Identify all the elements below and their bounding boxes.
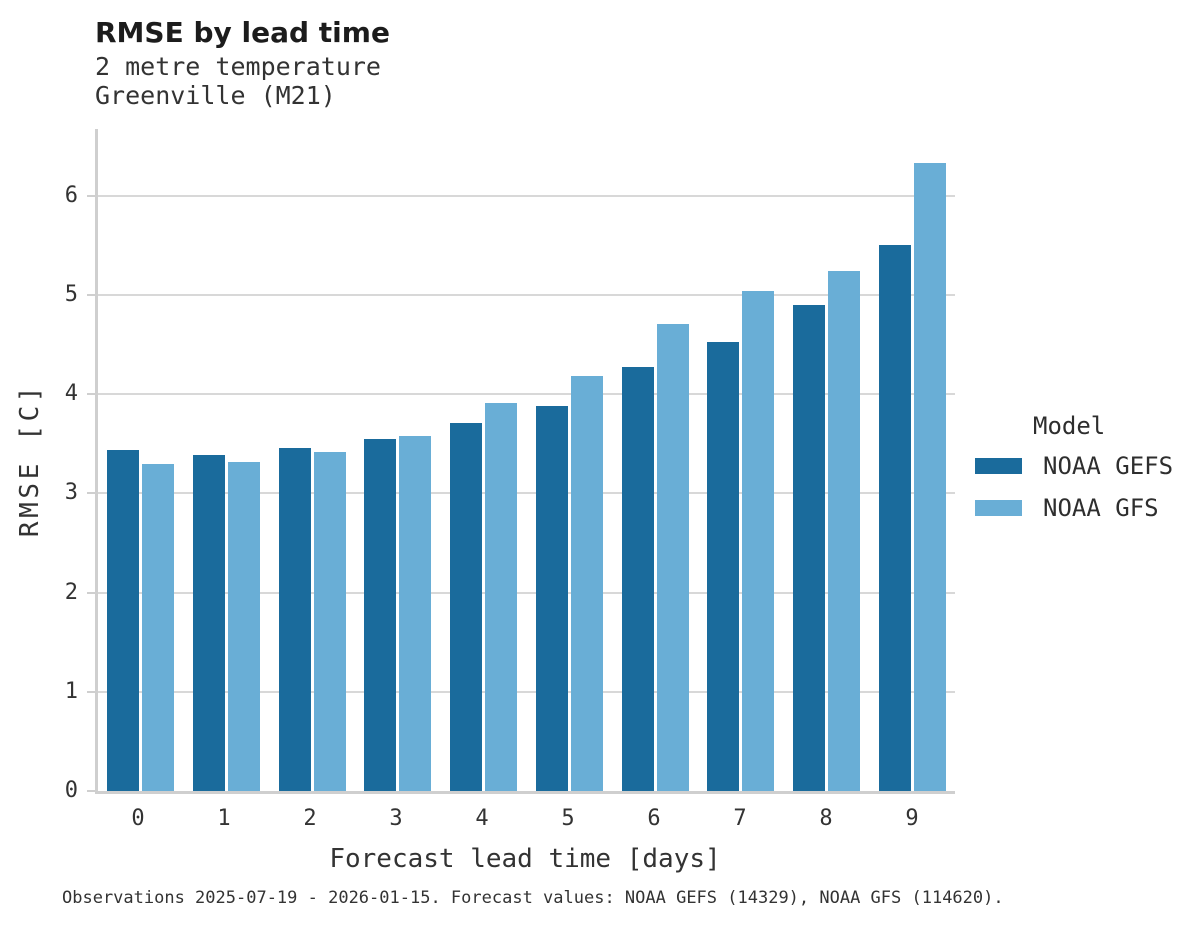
legend-label: NOAA GFS: [1043, 494, 1159, 522]
bar-noaa-gfs-lead-9: [913, 162, 946, 791]
bar-noaa-gfs-lead-8: [827, 270, 860, 791]
chart-subtitle-variable: 2 metre temperature: [95, 52, 381, 81]
bar-group-lead-4: [441, 129, 527, 791]
y-tick-label-0: 0: [64, 778, 78, 803]
bar-noaa-gefs-lead-9: [878, 245, 911, 791]
gridline-y-1: [98, 690, 955, 693]
bar-noaa-gefs-lead-2: [278, 447, 311, 791]
x-tick-label-7: 7: [733, 806, 747, 831]
legend-entry-noaa-gefs: NOAA GEFS: [975, 452, 1173, 480]
y-tick-label-1: 1: [64, 678, 78, 704]
gridline-y-5: [98, 293, 955, 296]
legend-swatch-icon: [975, 458, 1022, 474]
x-tick-label-5: 5: [561, 806, 575, 831]
y-tick-mark-6: [87, 194, 95, 197]
x-tick-label-2: 2: [303, 806, 317, 831]
bar-groups: [98, 129, 955, 791]
plot-area: [95, 129, 955, 794]
chart-subtitle-location: Greenville (M21): [95, 81, 336, 110]
x-tick-label-1: 1: [217, 806, 231, 831]
bar-noaa-gefs-lead-0: [107, 449, 140, 791]
x-axis-title: Forecast lead time [days]: [329, 844, 721, 874]
y-tick-mark-5: [87, 293, 95, 296]
chart-title: RMSE by lead time: [95, 16, 390, 49]
y-tick-mark-3: [87, 492, 95, 495]
x-tick-label-8: 8: [819, 806, 833, 831]
y-axis-tick-labels: 0 1 2 3 4 5 6: [0, 129, 78, 802]
bar-noaa-gefs-lead-3: [364, 438, 397, 791]
y-tick-label-4: 4: [64, 381, 78, 406]
bar-noaa-gfs-lead-4: [485, 402, 518, 791]
y-axis-tick-marks: [87, 129, 95, 792]
bar-noaa-gefs-lead-1: [193, 454, 226, 791]
y-tick-mark-0: [87, 790, 95, 792]
y-tick-label-6: 6: [64, 182, 78, 208]
legend-label: NOAA GEFS: [1043, 452, 1174, 480]
bar-group-lead-2: [269, 129, 355, 791]
legend-entry-noaa-gfs: NOAA GFS: [975, 494, 1173, 522]
bar-noaa-gefs-lead-5: [535, 405, 568, 791]
bar-group-lead-7: [698, 129, 784, 791]
x-axis-tick-labels: 0 1 2 3 4 5 6 7 8 9: [95, 806, 955, 831]
bar-noaa-gefs-lead-4: [450, 422, 483, 791]
bar-group-lead-0: [98, 129, 184, 791]
bar-noaa-gfs-lead-5: [570, 376, 603, 791]
caption: Observations 2025-07-19 - 2026-01-15. Fo…: [62, 888, 1004, 908]
y-tick-mark-4: [87, 393, 95, 395]
bar-noaa-gfs-lead-0: [142, 464, 175, 791]
bar-noaa-gefs-lead-8: [792, 304, 825, 791]
bar-noaa-gfs-lead-2: [313, 451, 346, 791]
bar-noaa-gefs-lead-6: [621, 367, 654, 791]
gridline-y-2: [98, 591, 955, 594]
x-tick-label-4: 4: [475, 806, 489, 831]
x-tick-label-3: 3: [389, 806, 403, 831]
y-tick-label-3: 3: [64, 480, 78, 506]
gridline-y-6: [98, 194, 955, 197]
gridline-y-4: [98, 393, 955, 395]
bar-group-lead-8: [784, 129, 870, 791]
bar-group-lead-6: [612, 129, 698, 791]
bar-group-lead-3: [355, 129, 441, 791]
y-tick-label-5: 5: [64, 281, 78, 307]
bar-group-lead-1: [184, 129, 270, 791]
y-tick-mark-1: [87, 690, 95, 693]
bar-noaa-gefs-lead-7: [707, 342, 740, 791]
legend-title: Model: [1033, 412, 1106, 440]
bar-noaa-gfs-lead-3: [399, 435, 432, 791]
legend-swatch-icon: [975, 500, 1022, 516]
y-tick-mark-2: [87, 591, 95, 594]
legend: Model NOAA GEFS NOAA GFS: [975, 412, 1173, 536]
bar-group-lead-5: [527, 129, 613, 791]
bar-noaa-gfs-lead-6: [656, 323, 689, 791]
gridline-y-3: [98, 492, 955, 495]
bar-group-lead-9: [869, 129, 955, 791]
x-tick-label-6: 6: [647, 806, 661, 831]
bar-noaa-gfs-lead-7: [742, 290, 775, 791]
bar-noaa-gfs-lead-1: [228, 462, 261, 791]
x-tick-label-9: 9: [905, 806, 919, 831]
legend-entries: NOAA GEFS NOAA GFS: [975, 452, 1173, 536]
x-tick-label-0: 0: [131, 806, 145, 831]
y-tick-label-2: 2: [64, 579, 78, 605]
